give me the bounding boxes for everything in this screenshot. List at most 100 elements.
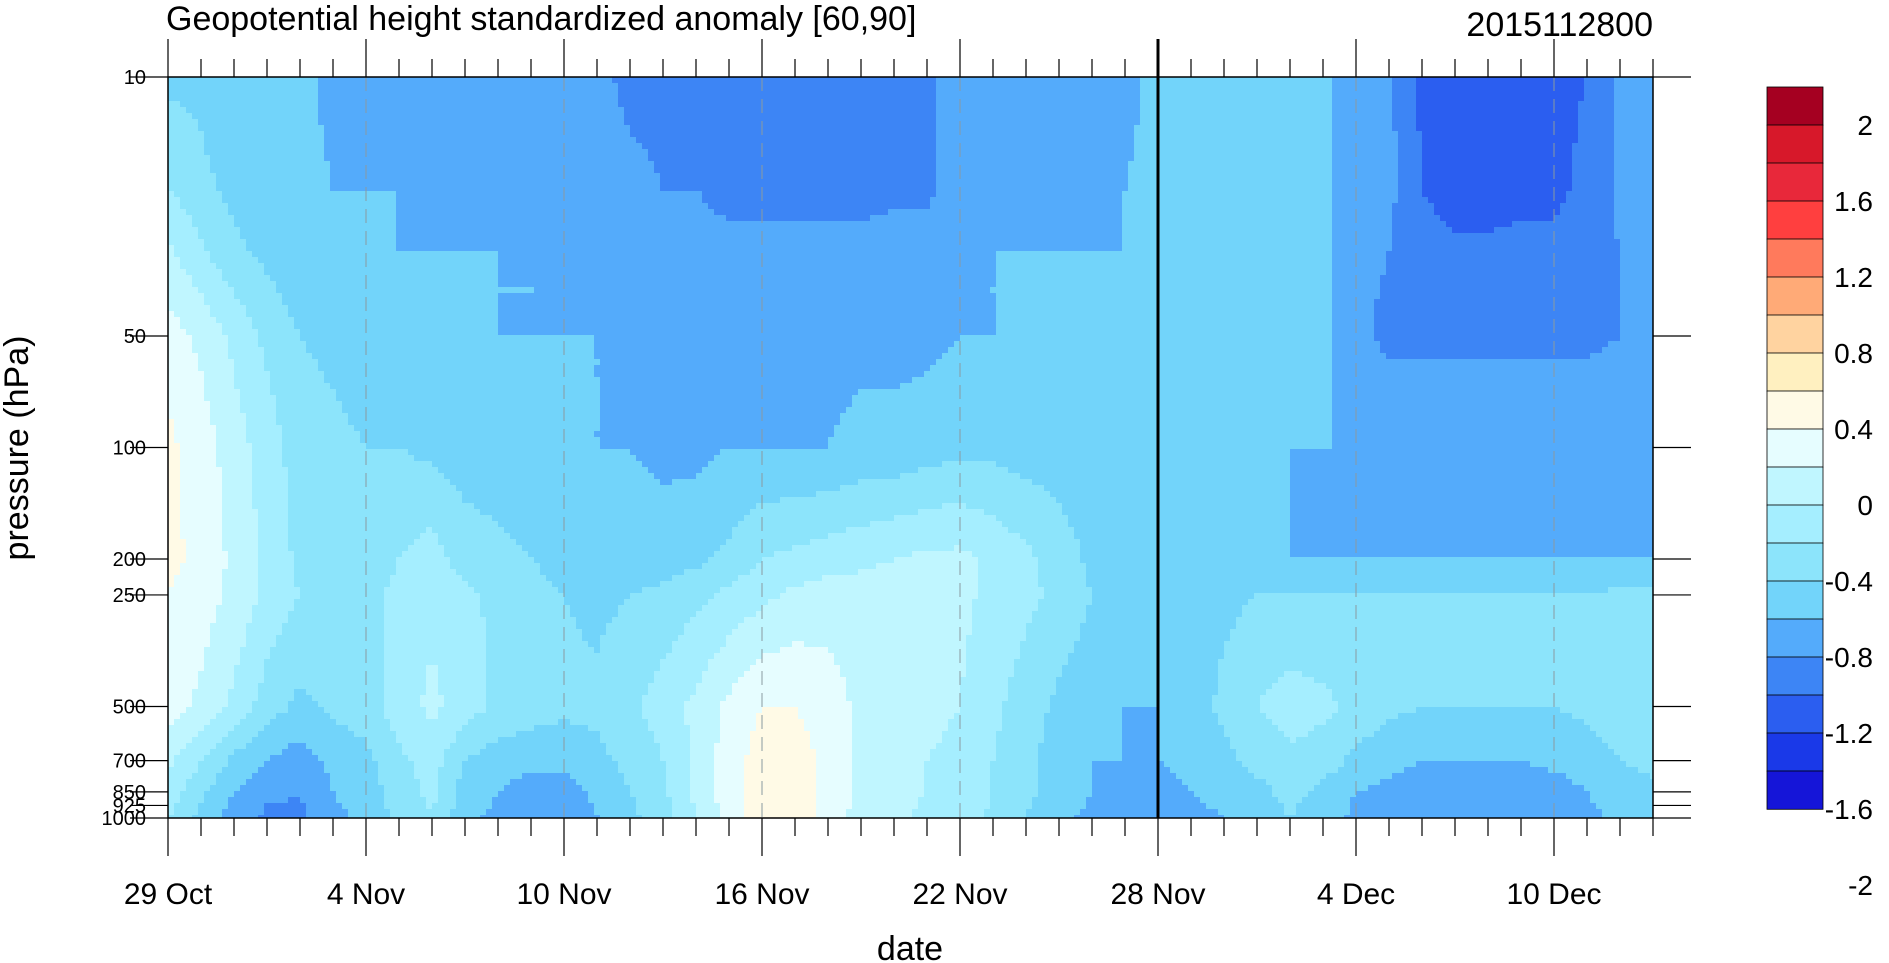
- field-cell: [1122, 731, 1159, 738]
- field-cell: [816, 803, 853, 810]
- field-cell: [714, 797, 745, 804]
- field-cell: [174, 575, 223, 582]
- field-cell: [1422, 143, 1573, 150]
- field-cell: [282, 293, 499, 300]
- field-cell: [972, 605, 1039, 612]
- field-cell: [234, 671, 265, 678]
- field-cell: [978, 587, 1045, 594]
- field-cell: [168, 503, 181, 510]
- field-cell: [666, 785, 691, 792]
- field-cell: [1422, 155, 1573, 162]
- field-cell: [270, 653, 385, 660]
- field-cell: [1278, 797, 1303, 804]
- field-cell: [204, 647, 241, 654]
- field-cell: [816, 761, 853, 768]
- field-cell: [564, 593, 631, 600]
- field-cell: [1614, 131, 1654, 138]
- field-cell: [168, 437, 175, 444]
- field-cell: [1614, 125, 1654, 132]
- field-cell: [246, 245, 397, 252]
- field-cell: [816, 755, 853, 762]
- field-cell: [258, 329, 301, 336]
- field-cell: [990, 761, 1039, 768]
- field-cell: [984, 815, 1027, 819]
- field-cell: [240, 389, 271, 396]
- field-cell: [222, 479, 253, 486]
- field-cell: [714, 767, 745, 774]
- field-cell: [210, 257, 259, 264]
- field-cell: [720, 719, 757, 726]
- field-cell: [1218, 659, 1654, 666]
- field-cell: [252, 479, 289, 486]
- field-cell: [936, 179, 1129, 186]
- field-cell: [1086, 803, 1207, 810]
- field-cell: [762, 707, 799, 714]
- field-cell: [978, 563, 1039, 570]
- field-cell: [1314, 785, 1369, 792]
- field-cell: [804, 719, 853, 726]
- field-cell: [384, 701, 421, 708]
- field-cell: [456, 785, 505, 792]
- field-cell: [642, 461, 709, 468]
- field-cell: [858, 479, 1033, 486]
- field-cell: [366, 743, 403, 750]
- field-cell: [1122, 215, 1333, 222]
- field-cell: [168, 131, 205, 138]
- field-cell: [168, 449, 181, 456]
- field-cell: [690, 791, 715, 798]
- field-cell: [1602, 737, 1654, 744]
- field-cell: [702, 677, 739, 684]
- field-cell: [474, 587, 559, 594]
- field-cell: [216, 455, 253, 462]
- field-cell: [720, 545, 793, 552]
- field-cell: [324, 137, 637, 144]
- field-cell: [324, 149, 649, 156]
- field-cell: [714, 779, 745, 786]
- field-cell: [1356, 743, 1609, 750]
- field-cell: [744, 671, 841, 678]
- field-cell: [1218, 809, 1285, 816]
- field-cell: [1614, 227, 1654, 234]
- field-cell: [288, 311, 499, 318]
- x-axis-title: date: [877, 930, 943, 963]
- colorbar-label: 0.4: [1834, 414, 1873, 445]
- field-cell: [1614, 95, 1654, 102]
- field-cell: [1560, 707, 1654, 714]
- field-cell: [252, 611, 289, 618]
- field-cell: [330, 785, 385, 792]
- field-cell: [1614, 119, 1654, 126]
- field-cell: [192, 341, 229, 348]
- field-cell: [168, 89, 319, 96]
- field-cell: [210, 311, 247, 318]
- field-cell: [288, 611, 385, 618]
- field-cell: [1074, 641, 1225, 648]
- field-cell: [234, 215, 397, 222]
- field-cell: [624, 119, 937, 126]
- field-cell: [258, 581, 295, 588]
- field-cell: [1230, 635, 1654, 642]
- field-cell: [282, 449, 409, 456]
- field-cell: [324, 131, 631, 138]
- field-cell: [1596, 803, 1654, 810]
- field-cell: [960, 683, 1009, 690]
- field-cell: [720, 647, 781, 654]
- field-cell: [384, 593, 481, 600]
- field-cell: [1332, 377, 1654, 384]
- field-cell: [168, 785, 187, 792]
- field-cell: [1572, 155, 1615, 162]
- field-cell: [804, 581, 979, 588]
- field-cell: [714, 209, 889, 216]
- field-cell: [492, 797, 589, 804]
- field-cell: [1218, 719, 1273, 726]
- field-cell: [1122, 713, 1159, 720]
- field-cell: [744, 767, 817, 774]
- field-cell: [168, 797, 181, 804]
- field-cell: [210, 167, 331, 174]
- field-cell: [1614, 749, 1654, 756]
- field-cell: [1332, 131, 1399, 138]
- field-cell: [306, 803, 343, 810]
- field-cell: [1140, 89, 1333, 96]
- field-cell: [438, 683, 487, 690]
- field-cell: [1008, 527, 1075, 534]
- field-cell: [996, 737, 1045, 744]
